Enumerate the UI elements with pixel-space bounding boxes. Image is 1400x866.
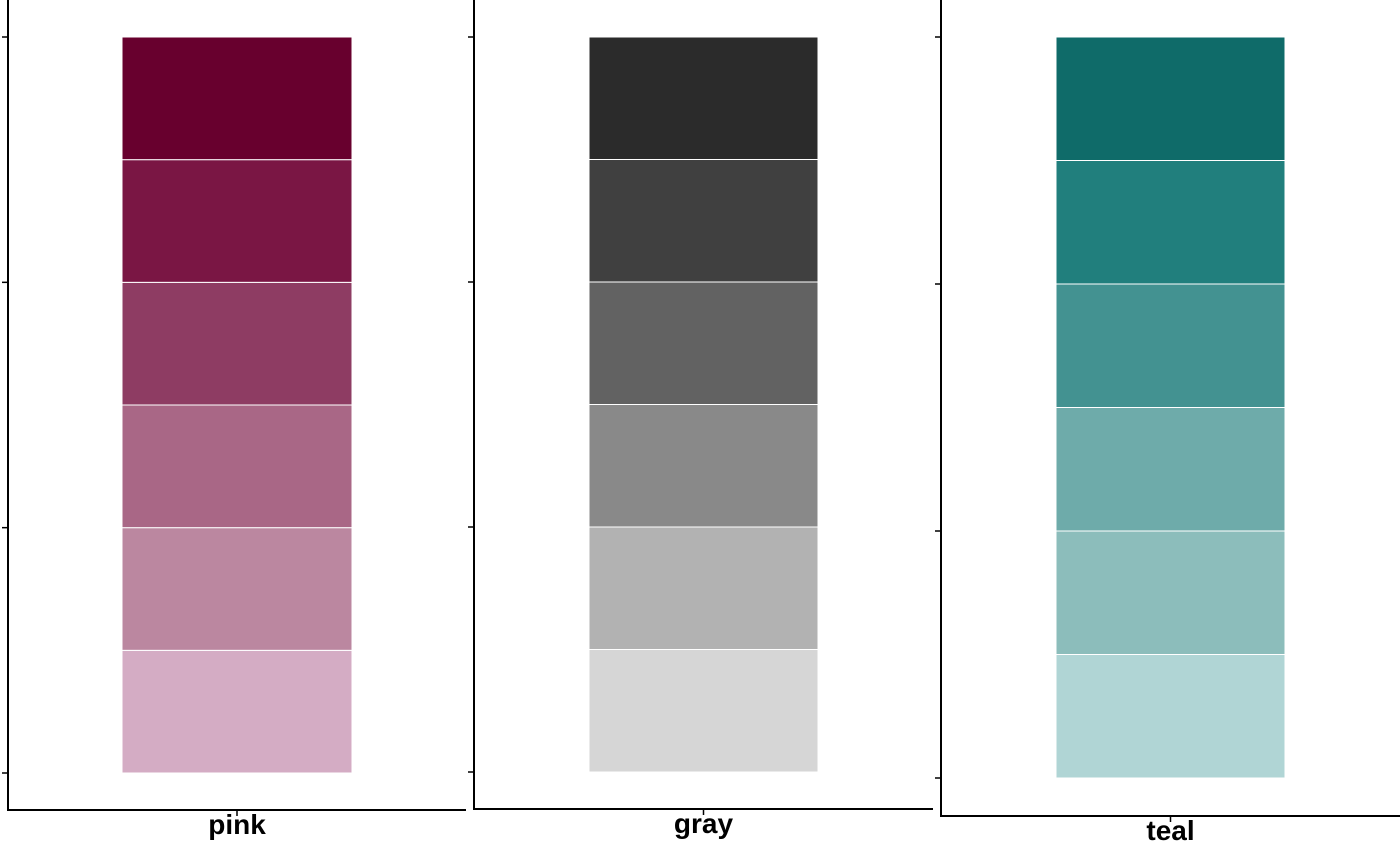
bar-segment-3 <box>121 404 353 529</box>
bar-segment-6 <box>121 36 353 161</box>
bar-segment-5 <box>121 159 353 283</box>
panel-teal: teal <box>935 0 1400 846</box>
bar-segment-5 <box>588 159 819 283</box>
category-label: pink <box>208 809 266 840</box>
bar-segment-6 <box>1055 36 1286 161</box>
bar-segment-3 <box>588 404 819 528</box>
bar-segment-5 <box>1055 160 1286 285</box>
bar-segment-2 <box>588 526 819 650</box>
bar-segment-4 <box>588 281 819 405</box>
bar-segment-6 <box>588 36 819 160</box>
panel-pink: pink <box>2 0 466 840</box>
bar-segment-4 <box>1055 283 1286 408</box>
panel-gray: gray <box>468 0 933 839</box>
category-label: gray <box>674 808 734 839</box>
bar-segment-2 <box>121 527 353 651</box>
bar-segment-3 <box>1055 407 1286 532</box>
bar-segment-4 <box>121 281 353 406</box>
bar-segment-1 <box>588 649 819 773</box>
category-label: teal <box>1146 815 1194 846</box>
bar-segment-1 <box>121 649 353 774</box>
bar-segment-1 <box>1055 654 1286 779</box>
bar-segment-2 <box>1055 530 1286 655</box>
